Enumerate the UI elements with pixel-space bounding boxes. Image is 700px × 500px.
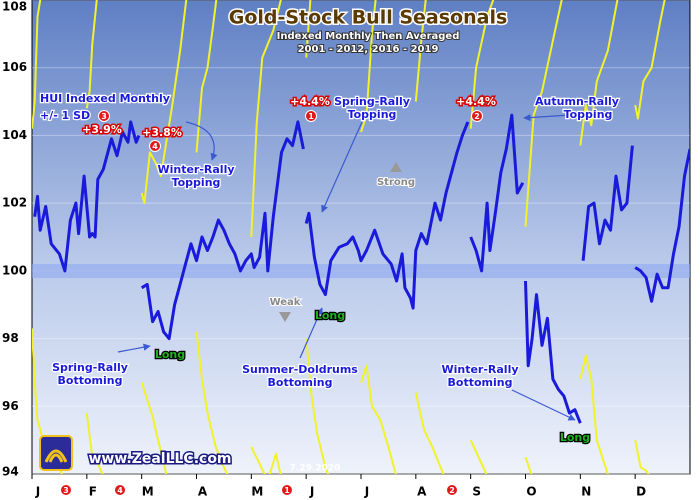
badge <box>281 484 293 496</box>
badge-number: 1 <box>284 486 290 495</box>
annotation: +4.4% <box>456 95 496 108</box>
x-tick-label: D <box>636 485 646 499</box>
x-tick-label: S <box>472 485 481 499</box>
x-tick-label: A <box>417 485 427 499</box>
badge <box>446 484 458 496</box>
x-tick-label: M <box>251 485 263 499</box>
annotation: +/- 1 SD <box>40 109 90 122</box>
annotation: Topping <box>348 108 397 121</box>
annotation: +4.4% <box>290 95 330 108</box>
y-tick-label: 106 <box>2 60 27 74</box>
badge <box>149 140 161 152</box>
par-band <box>32 264 690 278</box>
annotation: Bottoming <box>58 374 123 387</box>
x-tick-label: J <box>309 485 314 499</box>
annotation: Summer-Doldrums <box>242 363 358 376</box>
annotation: Topping <box>564 108 613 121</box>
badge-number: 4 <box>117 486 123 495</box>
arrow <box>523 113 571 122</box>
badge <box>98 110 110 122</box>
badge <box>471 110 483 122</box>
subtitle: 2001 - 2012, 2016 - 2019 <box>298 44 439 55</box>
badge-number: 2 <box>474 112 480 121</box>
x-tick-label: N <box>581 485 591 499</box>
annotation: Spring-Rally <box>334 95 410 108</box>
annotation: +3.9% <box>82 123 122 136</box>
badge <box>60 484 72 496</box>
badge-number: 1 <box>308 112 314 121</box>
y-tick-label: 108 <box>2 0 27 14</box>
annotation: Long <box>155 348 185 361</box>
logo <box>39 435 73 471</box>
y-tick-label: 104 <box>2 128 27 142</box>
sd-line <box>32 0 666 474</box>
badge-number: 3 <box>101 112 107 121</box>
y-tick-label: 98 <box>2 331 19 345</box>
plot-area <box>31 0 691 475</box>
annotation: 7.29.2020 <box>290 464 341 474</box>
annotation: Topping <box>172 176 221 189</box>
annotation: Weak <box>270 297 301 308</box>
badge-number: 2 <box>449 486 455 495</box>
y-tick-label: 100 <box>2 263 27 277</box>
subtitle: Indexed Monthly Then Averaged <box>277 31 460 42</box>
badge-number: 3 <box>63 486 69 495</box>
annotation: +3.8% <box>142 126 182 139</box>
annotation: Bottoming <box>448 376 513 389</box>
badge <box>305 110 317 122</box>
logo-mark <box>44 449 68 463</box>
arrow <box>117 343 151 353</box>
arrow <box>299 307 323 359</box>
down-arrow <box>279 312 291 322</box>
arrow <box>321 121 363 213</box>
x-tick-label: J <box>364 485 369 499</box>
x-tick-label: A <box>198 485 208 499</box>
x-tick-label: F <box>89 485 97 499</box>
annotation: Spring-Rally <box>52 361 128 374</box>
annotation: Bottoming <box>268 376 333 389</box>
annotation: Winter-Rally <box>157 163 234 176</box>
annotation: www.ZealLLC.com <box>88 451 231 467</box>
arrow <box>185 121 218 161</box>
x-tick-label: J <box>35 485 40 499</box>
index-line <box>33 113 690 424</box>
annotation: Winter-Rally <box>441 363 518 376</box>
annotation: Long <box>560 431 590 444</box>
badge-number: 4 <box>152 142 158 151</box>
annotation: Strong <box>377 177 415 188</box>
up-arrow <box>390 162 402 172</box>
y-tick-label: 102 <box>2 196 27 210</box>
y-tick-label: 96 <box>2 399 19 413</box>
arrows <box>117 113 576 421</box>
chart-title: Gold-Stock Bull Seasonals <box>229 7 508 29</box>
x-tick-label: M <box>142 485 154 499</box>
y-tick-label: 94 <box>2 465 19 479</box>
annotation: HUI Indexed Monthly <box>40 92 170 105</box>
annotation: Autumn-Rally <box>535 95 619 108</box>
x-tick-label: O <box>526 485 536 499</box>
arrow <box>511 389 576 421</box>
badge <box>114 484 126 496</box>
annotation: Long <box>315 309 345 322</box>
